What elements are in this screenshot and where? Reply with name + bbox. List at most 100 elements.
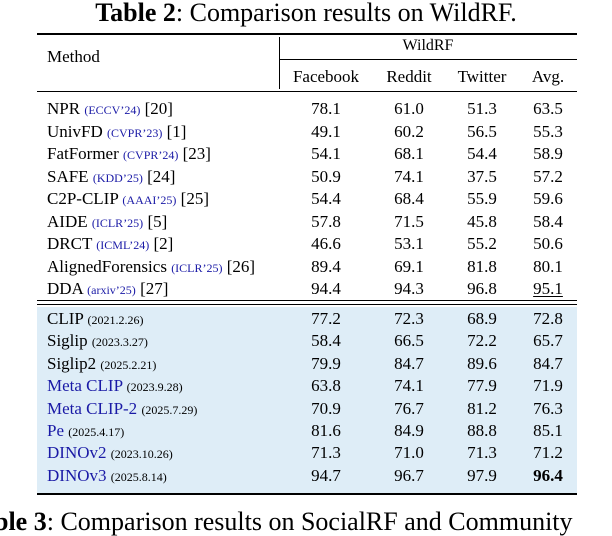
value-cell: 85.1 (533, 421, 563, 440)
value-cell: 94.7 (311, 465, 341, 485)
method-name: C2P-CLIP (47, 189, 119, 208)
value-cell: 71.0 (394, 443, 424, 463)
value-cell: 65.7 (533, 331, 563, 351)
method-cell: Siglip2 (2025.2.21) (47, 354, 156, 375)
value-cell: 53.1 (394, 234, 424, 253)
value-cell: 77.2 (311, 309, 341, 328)
method-cell: AIDE (ICLR’25) [5] (47, 212, 167, 233)
shaded-block (37, 307, 577, 493)
value-cell: 55.9 (467, 189, 497, 208)
value-cell: 50.6 (533, 234, 563, 253)
venue-tag[interactable]: (ICLR’25) (91, 215, 144, 230)
date-tag: (2023.10.26) (110, 447, 173, 462)
bottom-rule (37, 493, 577, 495)
citation-ref[interactable]: [1] (166, 121, 187, 141)
value-cell: 59.6 (533, 189, 563, 208)
value-cell: 68.9 (467, 309, 497, 328)
value-cell: 63.8 (311, 376, 341, 396)
citation-ref[interactable]: [25] (180, 189, 209, 208)
value-cell: 94.4 (311, 279, 341, 298)
value-cell: 58.9 (533, 144, 563, 163)
col-header-facebook: Facebook (292, 67, 360, 86)
value-cell: 71.3 (311, 443, 341, 463)
value-cell: 58.4 (311, 331, 341, 351)
venue-tag[interactable]: (KDD’25) (92, 170, 143, 185)
value-cell: 96.4 (533, 465, 563, 485)
date-tag: (2025.2.21) (100, 357, 157, 372)
venue-tag[interactable]: (arxiv’25) (87, 283, 136, 297)
value-cell: 79.9 (311, 353, 341, 373)
method-name: Siglip (47, 331, 88, 351)
method-name: CLIP (47, 309, 84, 328)
citation-ref[interactable]: [23] (182, 144, 211, 163)
value-cell: 84.7 (533, 353, 563, 373)
venue-tag[interactable]: (ICLR’25) (171, 260, 223, 275)
value-cell: 71.5 (394, 211, 424, 231)
table-label: Table 2 (95, 0, 176, 27)
next-table-caption: ble 3: Comparison results on SocialRF an… (0, 509, 573, 535)
method-cell: AlignedForensics (ICLR’25) [26] (47, 257, 255, 278)
value-cell: 78.1 (311, 99, 341, 118)
citation-ref[interactable]: [20] (144, 99, 173, 118)
method-cell: DRCT (ICML’24) [2] (47, 234, 173, 255)
method-name: Pe (47, 421, 64, 440)
value-cell: 68.1 (394, 144, 424, 163)
value-cell: 63.5 (533, 99, 563, 118)
citation-ref[interactable]: [26] (226, 256, 256, 276)
top-rule (37, 33, 577, 35)
value-cell: 60.2 (394, 121, 424, 141)
method-cell: Siglip (2023.3.27) (47, 331, 148, 352)
group-header: WildRF (402, 37, 454, 54)
citation-ref[interactable]: [27] (140, 279, 169, 298)
method-cell: DINOv3 (2025.8.14) (47, 466, 167, 487)
value-cell: 95.1 (533, 279, 563, 298)
venue-tag[interactable]: (CVPR’23) (106, 125, 163, 140)
caption-text: : Comparison results on WildRF. (175, 0, 517, 27)
value-cell: 76.7 (394, 398, 424, 418)
value-cell: 84.7 (394, 353, 424, 373)
value-cell: 57.8 (311, 211, 341, 231)
venue-tag[interactable]: (ECCV’24) (84, 103, 141, 117)
venue-tag[interactable]: (CVPR’24) (123, 148, 179, 162)
value-cell: 89.6 (467, 353, 497, 373)
method-name: NPR (47, 99, 81, 118)
value-cell: 71.9 (533, 376, 563, 396)
method-cell: SAFE (KDD’25) [24] (47, 167, 175, 188)
value-cell: 68.4 (394, 189, 424, 208)
col-header-avg: Avg. (531, 67, 565, 86)
value-cell: 55.2 (467, 234, 497, 253)
value-cell: 70.9 (311, 398, 341, 418)
method-cell: DINOv2 (2023.10.26) (47, 443, 173, 464)
mid-rule-1 (37, 300, 577, 301)
method-cell: Pe (2025.4.17) (47, 421, 124, 442)
date-tag: (2025.4.17) (68, 425, 125, 439)
method-name: Siglip2 (47, 353, 97, 373)
citation-ref[interactable]: [24] (147, 166, 176, 186)
value-cell: 84.9 (394, 421, 424, 440)
value-cell: 58.4 (533, 211, 563, 231)
citation-ref[interactable]: [5] (147, 211, 168, 231)
value-cell: 81.2 (467, 398, 497, 418)
method-name: AlignedForensics (47, 256, 167, 276)
citation-ref[interactable]: [2] (153, 234, 174, 253)
value-cell: 72.3 (394, 309, 424, 328)
group-underline (280, 59, 577, 60)
method-name: AIDE (47, 211, 88, 231)
col-header-twitter: Twitter (457, 67, 507, 86)
value-cell: 89.4 (311, 256, 341, 276)
method-name: DDA (47, 279, 83, 298)
value-cell: 81.6 (311, 421, 341, 440)
method-cell: C2P-CLIP (AAAI’25) [25] (47, 189, 209, 210)
next-table-label: ble 3 (0, 507, 47, 536)
value-cell: 49.1 (311, 121, 341, 141)
venue-tag[interactable]: (AAAI’25) (122, 193, 177, 207)
value-cell: 96.8 (467, 279, 497, 298)
value-cell: 80.1 (533, 256, 563, 276)
value-cell: 46.6 (311, 234, 341, 253)
value-cell: 72.8 (533, 309, 563, 328)
method-cell: FatFormer (CVPR’24) [23] (47, 144, 211, 165)
date-tag: (2025.8.14) (110, 469, 167, 484)
value-cell: 88.8 (467, 421, 497, 440)
venue-tag[interactable]: (ICML’24) (96, 238, 150, 252)
method-header: Method (47, 47, 100, 66)
